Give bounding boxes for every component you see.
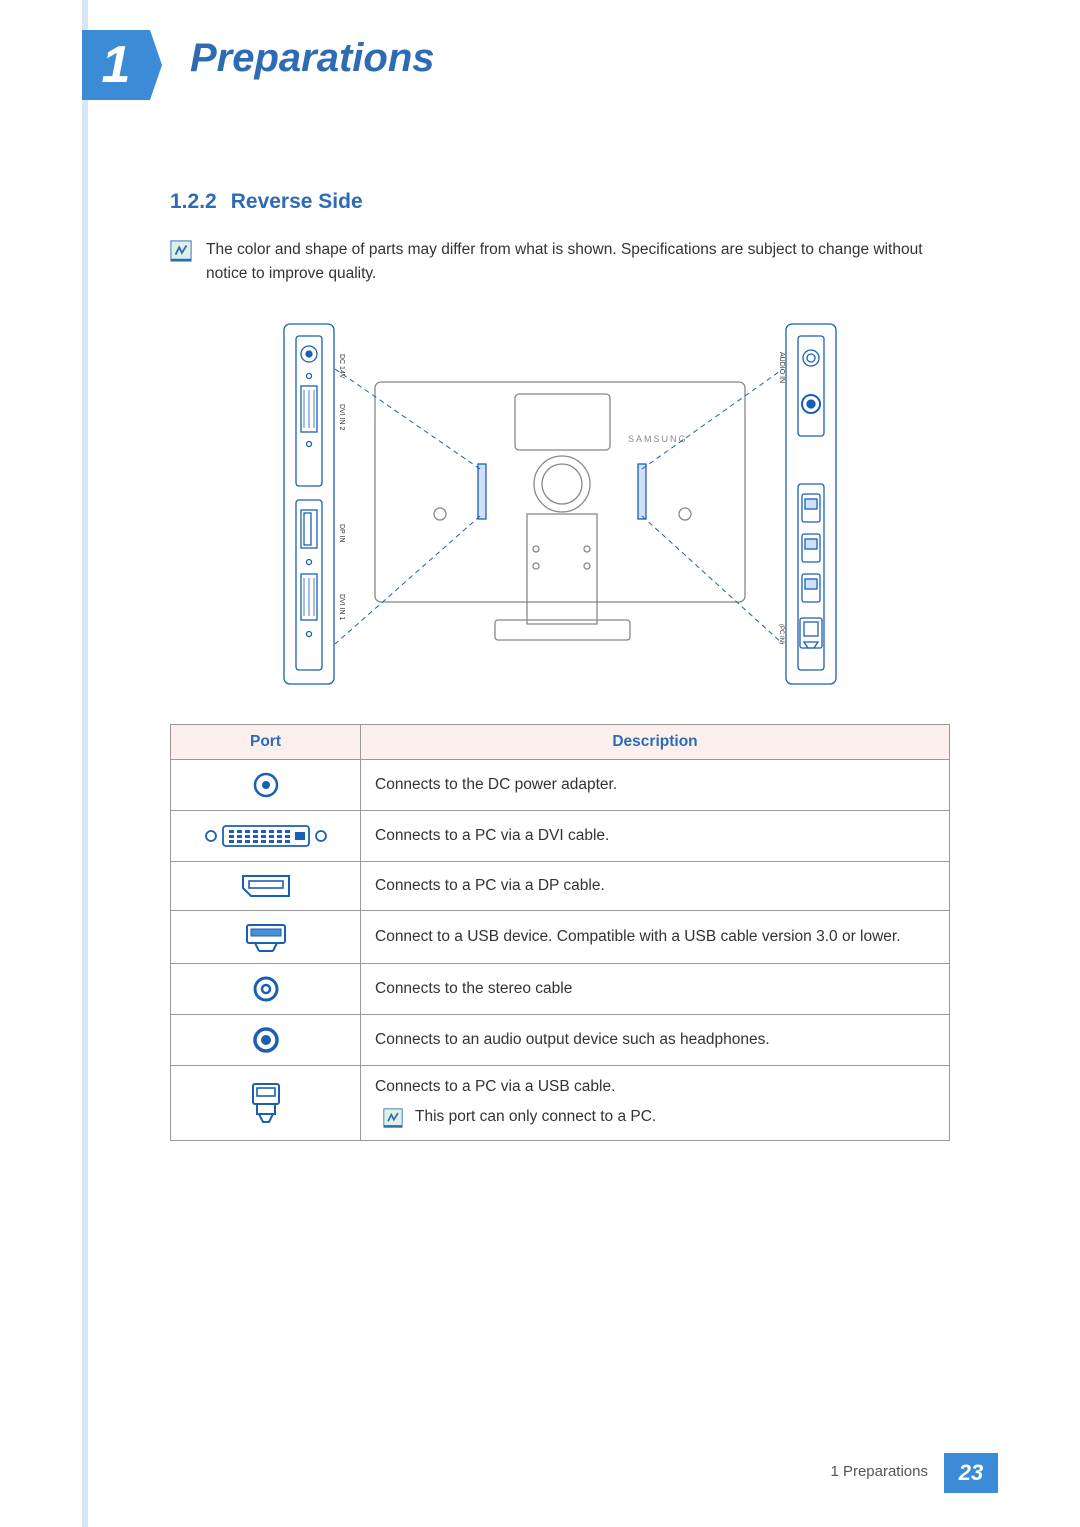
port-icon-dc bbox=[171, 760, 361, 811]
port-desc: Connect to a USB device. Compatible with… bbox=[361, 911, 950, 964]
port-desc: Connects to the DC power adapter. bbox=[361, 760, 950, 811]
port-desc: Connects to an audio output device such … bbox=[361, 1015, 950, 1066]
port-desc: Connects to a PC via a USB cable. bbox=[375, 1078, 935, 1096]
table-row: Connects to a PC via a USB cable. This p… bbox=[171, 1066, 950, 1141]
inline-note-text: This port can only connect to a PC. bbox=[415, 1108, 656, 1126]
footer-page-number: 23 bbox=[944, 1453, 998, 1493]
note-icon bbox=[170, 240, 192, 262]
section-heading: 1.2.2 Reverse Side bbox=[170, 190, 950, 214]
port-icon-dp bbox=[171, 862, 361, 911]
port-desc-cell: Connects to a PC via a USB cable. This p… bbox=[361, 1066, 950, 1141]
chapter-tab: 1 bbox=[82, 30, 150, 100]
svg-text:DP IN: DP IN bbox=[338, 524, 345, 543]
svg-text:DVI IN 1: DVI IN 1 bbox=[338, 594, 345, 621]
port-desc: Connects to a PC via a DP cable. bbox=[361, 862, 950, 911]
th-description: Description bbox=[361, 725, 950, 760]
table-row: Connects to a PC via a DVI cable. bbox=[171, 811, 950, 862]
note-icon bbox=[383, 1108, 403, 1128]
svg-text:DC 14V: DC 14V bbox=[338, 354, 345, 379]
port-desc: Connects to a PC via a DVI cable. bbox=[361, 811, 950, 862]
port-icon-dvi bbox=[171, 811, 361, 862]
page-footer: 1 Preparations 23 bbox=[0, 1453, 1080, 1493]
svg-text:DVI IN 2: DVI IN 2 bbox=[338, 404, 345, 431]
table-row: Connects to an audio output device such … bbox=[171, 1015, 950, 1066]
note-block: The color and shape of parts may differ … bbox=[170, 238, 950, 286]
section-number: 1.2.2 bbox=[170, 190, 217, 213]
port-table: Port Description Connects to the DC powe… bbox=[170, 724, 950, 1141]
main-content: 1.2.2 Reverse Side The color and shape of… bbox=[170, 190, 950, 1141]
chapter-number: 1 bbox=[102, 35, 131, 95]
port-icon-audio-out bbox=[171, 1015, 361, 1066]
port-icon-usb-pc bbox=[171, 1066, 361, 1141]
svg-text:AUDIO IN: AUDIO IN bbox=[778, 352, 785, 383]
svg-text:(PC IN): (PC IN) bbox=[778, 624, 784, 644]
port-icon-usb bbox=[171, 911, 361, 964]
th-port: Port bbox=[171, 725, 361, 760]
footer-label: 1 Preparations bbox=[814, 1453, 944, 1493]
table-row: Connect to a USB device. Compatible with… bbox=[171, 911, 950, 964]
table-row: Connects to the stereo cable bbox=[171, 964, 950, 1015]
inline-note: This port can only connect to a PC. bbox=[383, 1106, 935, 1128]
note-text: The color and shape of parts may differ … bbox=[206, 238, 950, 286]
side-stripe bbox=[82, 0, 88, 1527]
reverse-side-diagram: SAMSUNG bbox=[280, 314, 840, 694]
chapter-title: Preparations bbox=[190, 36, 435, 81]
table-header-row: Port Description bbox=[171, 725, 950, 760]
port-desc: Connects to the stereo cable bbox=[361, 964, 950, 1015]
table-row: Connects to the DC power adapter. bbox=[171, 760, 950, 811]
port-icon-audio-in bbox=[171, 964, 361, 1015]
section-title: Reverse Side bbox=[231, 190, 363, 213]
table-row: Connects to a PC via a DP cable. bbox=[171, 862, 950, 911]
